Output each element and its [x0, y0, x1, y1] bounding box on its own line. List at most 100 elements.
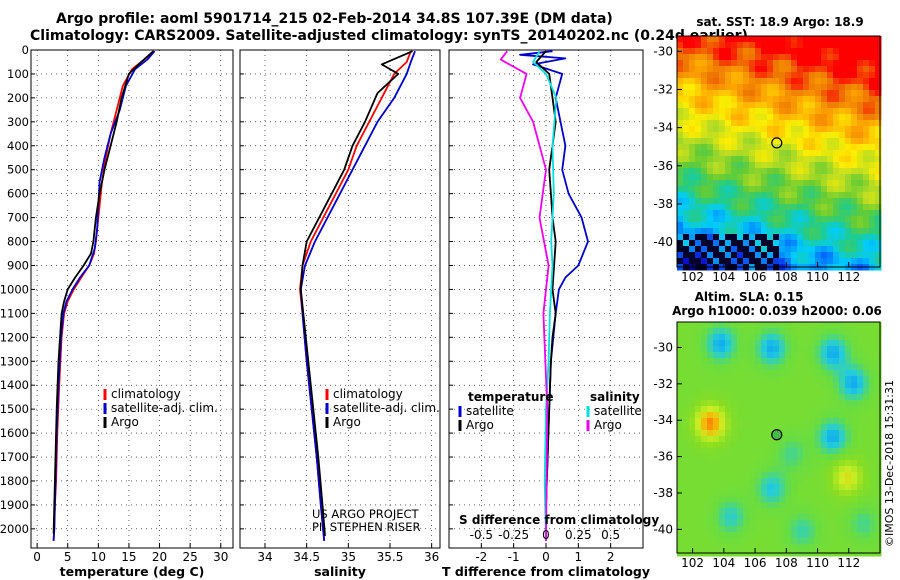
map-cell: [815, 346, 822, 353]
map-cell: [779, 234, 786, 241]
map-cell: [695, 144, 702, 151]
map-cell: [755, 364, 762, 371]
map-cell: [707, 472, 714, 479]
map-cell: [743, 418, 750, 425]
map-cell: [731, 520, 738, 527]
map-cell: [773, 406, 780, 413]
map-cell: [857, 42, 864, 49]
map-cell: [851, 150, 858, 157]
map-cell: [785, 436, 792, 443]
map-cell: [701, 126, 708, 133]
map-cell: [719, 84, 726, 91]
map-cell: [863, 138, 870, 145]
map-cell: [875, 108, 882, 115]
map-cell: [713, 102, 720, 109]
map-cell: [731, 102, 738, 109]
map-cell: [773, 252, 780, 259]
map-cell: [857, 132, 864, 139]
map-cell: [719, 370, 726, 377]
map-cell: [743, 514, 750, 521]
map-cell: [689, 174, 696, 181]
map-cell: [731, 192, 738, 199]
map-cell: [707, 328, 714, 335]
map-cell: [827, 72, 834, 79]
map-y-tick-label: -30: [653, 44, 673, 58]
map-cell: [779, 168, 786, 175]
map-cell: [683, 210, 690, 217]
map-cell: [689, 234, 696, 241]
map-cell: [791, 204, 798, 211]
map-cell: [701, 210, 708, 217]
map-cell: [755, 252, 762, 259]
map-cell: [749, 42, 756, 49]
map-cell: [761, 144, 768, 151]
map-cell: [737, 394, 744, 401]
map-cell: [677, 448, 684, 455]
map-cell: [773, 412, 780, 419]
map-cell: [725, 526, 732, 533]
map-cell: [719, 496, 726, 503]
map-cell: [863, 442, 870, 449]
map-cell: [821, 514, 828, 521]
map-cell: [761, 370, 768, 377]
map-cell: [851, 406, 858, 413]
map-cell: [779, 538, 786, 545]
map-cell: [869, 96, 876, 103]
x-tick-label: -2: [475, 550, 487, 564]
map-cell: [749, 436, 756, 443]
map-cell: [851, 346, 858, 353]
map-cell: [773, 538, 780, 545]
map-cell: [725, 174, 732, 181]
map-cell: [875, 42, 882, 49]
map-cell: [689, 448, 696, 455]
map-cell: [815, 526, 822, 533]
map-cell: [839, 246, 846, 253]
map-cell: [683, 496, 690, 503]
map-cell: [797, 186, 804, 193]
map-cell: [821, 430, 828, 437]
map-cell: [821, 508, 828, 515]
map-cell: [695, 138, 702, 145]
map-cell: [725, 156, 732, 163]
map-cell: [731, 186, 738, 193]
map-cell: [695, 508, 702, 515]
map-cell: [743, 352, 750, 359]
map-cell: [773, 114, 780, 121]
map-cell: [683, 352, 690, 359]
map-cell: [767, 144, 774, 151]
map-cell: [809, 508, 816, 515]
map-cell: [725, 258, 732, 265]
map-cell: [827, 514, 834, 521]
map-cell: [815, 418, 822, 425]
map-cell: [785, 180, 792, 187]
map-cell: [773, 54, 780, 61]
map-cell: [731, 478, 738, 485]
map-cell: [845, 496, 852, 503]
map-cell: [797, 258, 804, 265]
map-cell: [773, 328, 780, 335]
map-cell: [677, 234, 684, 241]
map-cell: [719, 484, 726, 491]
map-cell: [809, 532, 816, 539]
map-cell: [773, 352, 780, 359]
map-cell: [839, 252, 846, 259]
map-cell: [701, 228, 708, 235]
map-cell: [743, 192, 750, 199]
map-cell: [821, 412, 828, 419]
map-cell: [809, 180, 816, 187]
map-cell: [773, 520, 780, 527]
map-cell: [875, 448, 882, 455]
map-cell: [677, 460, 684, 467]
map-cell: [755, 352, 762, 359]
map-cell: [803, 532, 810, 539]
map-cell: [839, 180, 846, 187]
map-cell: [827, 132, 834, 139]
map-cell: [863, 246, 870, 253]
map-cell: [851, 222, 858, 229]
map-cell: [767, 508, 774, 515]
map-cell: [875, 346, 882, 353]
map-cell: [761, 126, 768, 133]
map-cell: [689, 520, 696, 527]
map-cell: [695, 532, 702, 539]
map-cell: [875, 78, 882, 85]
